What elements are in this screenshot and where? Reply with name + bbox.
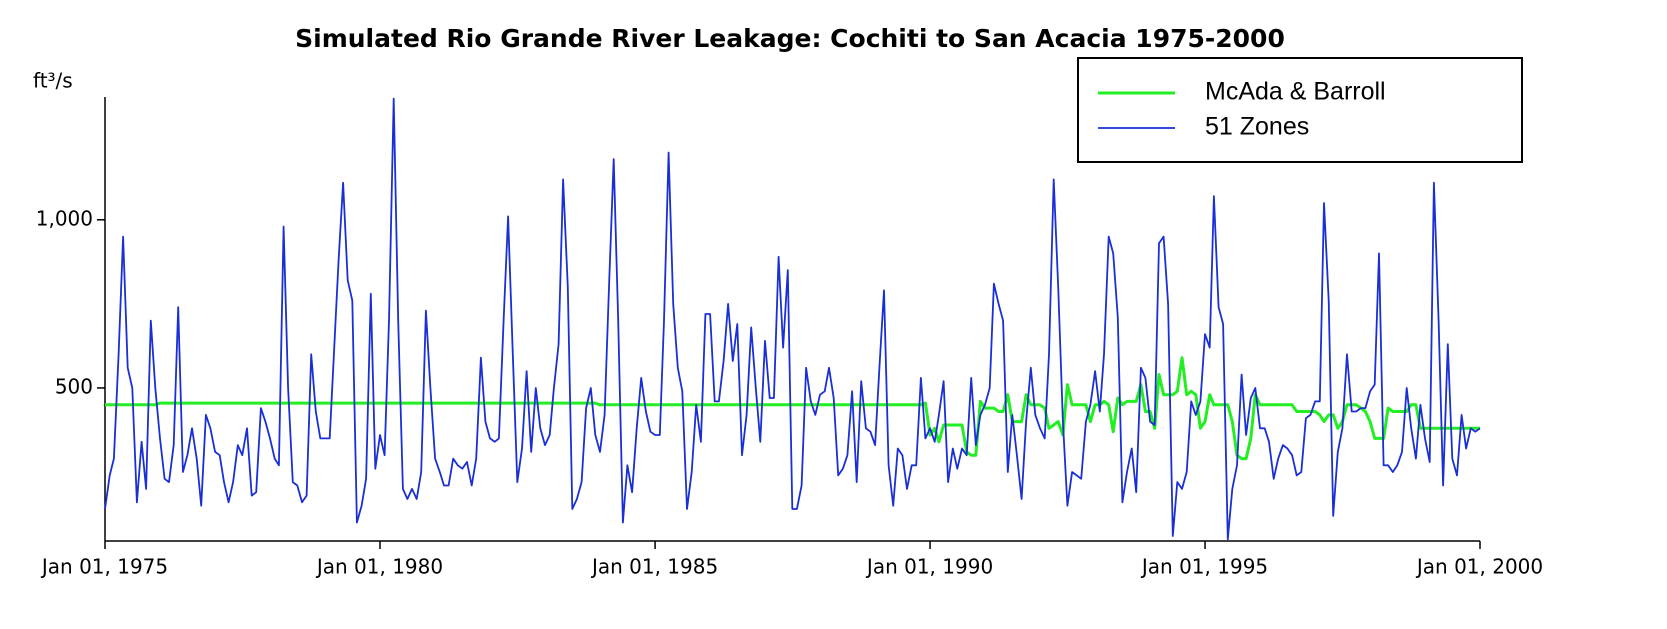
x-tick-label: Jan 01, 2000	[1415, 555, 1543, 579]
y-tick-label: 1,000	[36, 206, 93, 230]
legend-label: McAda & Barroll	[1205, 78, 1386, 106]
x-tick-label: Jan 01, 1975	[40, 555, 168, 579]
x-tick-label: Jan 01, 1985	[590, 555, 718, 579]
data-line	[104, 97, 1481, 541]
legend-label: 51 Zones	[1205, 113, 1309, 141]
y-axis-label: ft³/s	[33, 69, 73, 93]
legend-box	[1077, 57, 1523, 163]
x-tick-label: Jan 01, 1995	[1140, 555, 1268, 579]
x-tick-label: Jan 01, 1980	[315, 555, 443, 579]
data-line	[105, 356, 1480, 461]
x-tick-label: Jan 01, 1990	[865, 555, 993, 579]
chart-title: Simulated Rio Grande River Leakage: Coch…	[295, 24, 1285, 53]
y-tick-label: 500	[55, 374, 93, 398]
